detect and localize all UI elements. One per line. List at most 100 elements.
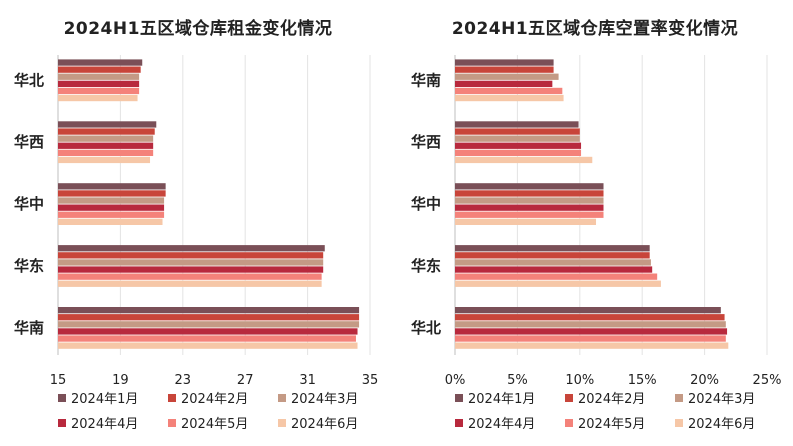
legend-label: 2024年4月 [468,417,536,432]
x-tick-label: 0% [445,373,466,388]
legend-item: 2024年3月 [278,388,388,407]
x-tick-label: 27 [237,373,254,388]
legend-item: 2024年2月 [168,388,278,407]
bar-华西-2024年2月 [58,128,155,135]
bar-华中-2024年5月 [455,211,604,218]
bar-华西-2024年4月 [455,142,582,149]
category-label: 华中 [411,195,441,213]
bar-华东-2024年5月 [58,273,322,280]
vacancy-chart-panel: 2024H1五区域仓库空置率变化情况 华南 华西 华中 华东 华北 0% 5% 10% 15% 2… [397,0,793,446]
bar-华西-2024年3月 [455,135,580,142]
bar-华西-2024年1月 [455,121,579,128]
legend-label: 2024年5月 [578,417,646,432]
x-tick-label: 5% [507,373,528,388]
bar-华东-2024年3月 [58,259,324,266]
legend-label: 2024年2月 [578,392,646,407]
category-label: 华西 [14,133,44,151]
legend-swatch [278,418,286,427]
legend-label: 2024年4月 [71,417,139,432]
bar-华东-2024年5月 [455,273,658,280]
bar-华南-2024年2月 [455,66,554,73]
legend-swatch [58,393,66,402]
bar-华西-2024年1月 [58,121,157,128]
category-label: 华中 [14,195,44,213]
bar-华北-2024年5月 [58,87,140,95]
bar-华东-2024年1月 [58,245,325,252]
rent-chart-legend: 2024年1月 2024年2月 2024年3月 2024年4月 2024年5月 2024年… [58,388,388,432]
bar-华西-2024年5月 [58,149,154,156]
bar-华中-2024年4月 [58,204,165,211]
bar-华东-2024年6月 [58,280,322,287]
bar-华南-2024年1月 [455,59,554,66]
legend-swatch [565,418,573,427]
bar-华西-2024年6月 [455,156,593,164]
bar-华东-2024年4月 [455,266,653,273]
legend-item: 2024年2月 [565,388,675,407]
bar-华中-2024年2月 [58,190,166,197]
bar-华南-2024年1月 [58,307,360,314]
rent-chart-panel: 2024H1五区域仓库租金变化情况 华北 华西 华中 华东 华南 15 19 23 27 31 35… [0,0,396,446]
bar-华中-2024年1月 [455,183,604,190]
bar-华西-2024年6月 [58,156,151,164]
bar-华西-2024年2月 [455,128,580,135]
legend-swatch [455,418,463,427]
legend-label: 2024年1月 [71,392,139,407]
legend-item: 2024年5月 [168,413,278,432]
x-tick-label: 15 [50,373,67,388]
x-tick-label: 23 [175,373,192,388]
legend-item: 2024年4月 [455,413,565,432]
category-label: 华东 [411,257,441,275]
bar-华中-2024年6月 [455,218,597,225]
bar-华中-2024年3月 [58,197,165,204]
bar-华东-2024年2月 [58,252,324,259]
bar-华东-2024年4月 [58,266,324,273]
x-tick-label: 10% [565,373,594,388]
x-tick-label: 35 [362,373,379,388]
legend-item: 2024年1月 [455,388,565,407]
bar-华南-2024年6月 [58,342,358,349]
vacancy-chart-title: 2024H1五区域仓库空置率变化情况 [451,19,739,39]
bar-华西-2024年4月 [58,142,154,149]
bar-华西-2024年3月 [58,135,154,142]
legend-swatch [168,393,176,402]
bar-华北-2024年5月 [455,335,726,342]
bar-华东-2024年3月 [455,259,651,266]
bar-华南-2024年4月 [58,328,358,335]
legend-label: 2024年2月 [181,392,249,407]
bar-华南-2024年4月 [455,80,553,87]
legend-item: 2024年5月 [565,413,675,432]
bar-华南-2024年6月 [455,94,564,102]
x-tick-label: 20% [690,373,719,388]
legend-item: 2024年4月 [58,413,168,432]
legend-item: 2024年3月 [675,388,785,407]
vacancy-chart-legend: 2024年1月 2024年2月 2024年3月 2024年4月 2024年5月 2024年… [455,388,785,432]
category-label: 华南 [14,319,44,337]
legend-item: 2024年1月 [58,388,168,407]
bar-华东-2024年2月 [455,252,650,259]
bar-华西-2024年5月 [455,149,582,156]
rent-chart-title: 2024H1五区域仓库租金变化情况 [63,19,333,39]
bar-华北-2024年3月 [455,321,726,328]
bar-华南-2024年5月 [455,87,563,95]
legend-label: 2024年1月 [468,392,536,407]
legend-label: 2024年3月 [291,392,359,407]
legend-swatch [58,418,66,427]
bar-华东-2024年1月 [455,245,650,252]
bar-华北-2024年1月 [58,59,143,66]
bar-华南-2024年2月 [58,314,360,321]
legend-label: 2024年6月 [688,417,756,432]
bar-华北-2024年2月 [455,314,725,321]
legend-label: 2024年6月 [291,417,359,432]
bar-华中-2024年4月 [455,204,604,211]
legend-swatch [565,393,573,402]
legend-swatch [675,393,683,402]
bar-华北-2024年6月 [455,342,729,349]
bar-华中-2024年1月 [58,183,166,190]
category-label: 华北 [14,71,44,89]
bar-华中-2024年5月 [58,211,165,218]
bar-华北-2024年4月 [58,80,140,87]
bar-华中-2024年2月 [455,190,604,197]
